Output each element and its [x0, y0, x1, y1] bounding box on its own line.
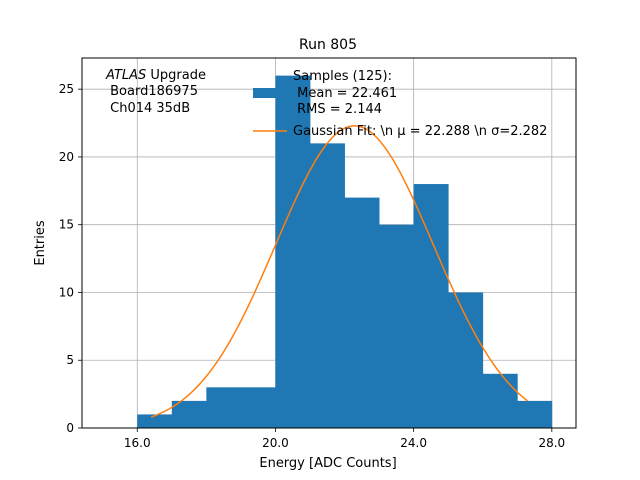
y-tick-label-2: 10 — [59, 285, 74, 299]
x-axis-label: Energy [ADC Counts] — [259, 456, 396, 471]
histogram-bar-6 — [344, 197, 380, 428]
annotation-line-2: Board186975 — [106, 84, 198, 99]
legend-histogram-swatch — [253, 88, 287, 98]
y-tick-label-3: 15 — [59, 218, 74, 232]
legend-samples-line-1: Samples (125): — [293, 69, 392, 84]
chart-title: Run 805 — [299, 37, 357, 53]
y-tick-label-5: 25 — [59, 82, 74, 96]
legend-samples-line-2: Mean = 22.461 — [293, 86, 397, 101]
histogram-bar-2 — [206, 387, 242, 428]
x-tick-label-1: 20.0 — [262, 436, 289, 450]
upgrade-label: Upgrade — [146, 68, 206, 83]
y-axis-label: Entries — [33, 220, 48, 266]
histogram-bar-9 — [448, 292, 484, 428]
legend: Samples (125): Mean = 22.461 RMS = 2.144… — [253, 69, 547, 139]
y-axis-ticks: 0 5 10 15 20 25 — [59, 82, 82, 435]
histogram-bar-10 — [482, 373, 518, 428]
annotation-line-3: Ch014 35dB — [106, 101, 190, 116]
x-axis-ticks: 16.0 20.0 24.0 28.0 — [124, 428, 565, 450]
histogram-bar-4 — [275, 75, 311, 428]
plot-frame — [81, 57, 577, 429]
annotation-line-1: ATLAS Upgrade — [105, 68, 206, 83]
atlas-annotation: ATLAS Upgrade Board186975 Ch014 35dB — [105, 68, 206, 116]
histogram-bar-7 — [379, 224, 415, 428]
y-tick-label-4: 20 — [59, 150, 74, 164]
y-tick-label-1: 5 — [66, 353, 74, 367]
atlas-label: ATLAS — [105, 68, 146, 83]
histogram-bars — [137, 75, 553, 428]
gaussian-fit-curve — [150, 125, 529, 418]
histogram-bar-3 — [240, 387, 276, 428]
x-tick-label-0: 16.0 — [124, 436, 151, 450]
histogram-bar-11 — [517, 400, 553, 428]
legend-fit-label: Gaussian Fit: \n μ = 22.288 \n σ=2.282 — [293, 124, 547, 139]
x-tick-label-2: 24.0 — [400, 436, 427, 450]
histogram-bar-1 — [171, 400, 207, 428]
y-tick-label-0: 0 — [66, 421, 74, 435]
legend-samples-line-3: RMS = 2.144 — [293, 102, 382, 117]
histogram-bar-0 — [137, 414, 173, 428]
histogram-bar-5 — [310, 143, 345, 428]
histogram-bar-8 — [413, 184, 449, 428]
x-tick-label-3: 28.0 — [538, 436, 565, 450]
